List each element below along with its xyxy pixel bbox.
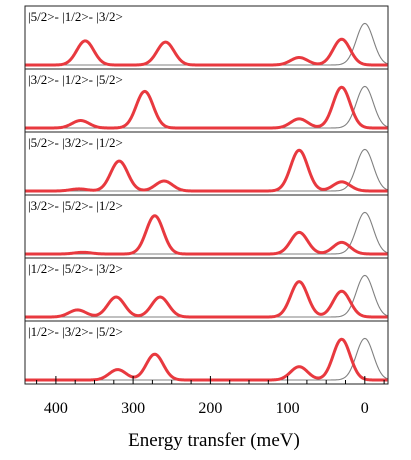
spectrum-panel: |3/2>- |1/2>- |5/2> [24, 68, 389, 133]
panel-label: |5/2>- |1/2>- |3/2> [28, 9, 123, 24]
spectrum-line [24, 214, 389, 256]
spectrum-line [24, 280, 389, 319]
spectrum-panel: |1/2>- |3/2>- |5/2> [24, 320, 389, 385]
spectrum-panel: |5/2>- |3/2>- |1/2> [24, 131, 389, 196]
x-tick-label: 100 [276, 400, 300, 417]
panel-label: |5/2>- |3/2>- |1/2> [28, 135, 123, 150]
spectrum-panel: |3/2>- |5/2>- |1/2> [24, 194, 389, 259]
x-tick-label: 0 [361, 400, 369, 417]
panel-label: |3/2>- |5/2>- |1/2> [28, 198, 123, 213]
panels-layer: |5/2>- |1/2>- |3/2> |3/2>- |1/2>- |5/2> |5… [24, 5, 389, 385]
x-tick-label: 300 [121, 400, 145, 417]
spectrum-line [24, 85, 389, 130]
panel-frame [24, 320, 389, 385]
spectrum-line [24, 337, 389, 382]
panel-label: |3/2>- |1/2>- |5/2> [28, 72, 123, 87]
x-tick-label: 200 [198, 400, 222, 417]
spectrum-line [24, 37, 389, 67]
x-axis: 400 300 200 100 0 [36, 376, 385, 417]
spectrum-line [24, 148, 389, 193]
x-tick-label: 400 [44, 400, 68, 417]
spectrum-panel: |5/2>- |1/2>- |3/2> [24, 5, 389, 70]
spectrum-panel: |1/2>- |5/2>- |3/2> [24, 257, 389, 322]
panel-label: |1/2>- |5/2>- |3/2> [28, 261, 123, 276]
x-axis-label: Energy transfer (meV) [128, 430, 300, 451]
panel-label: |1/2>- |3/2>- |5/2> [28, 324, 123, 339]
